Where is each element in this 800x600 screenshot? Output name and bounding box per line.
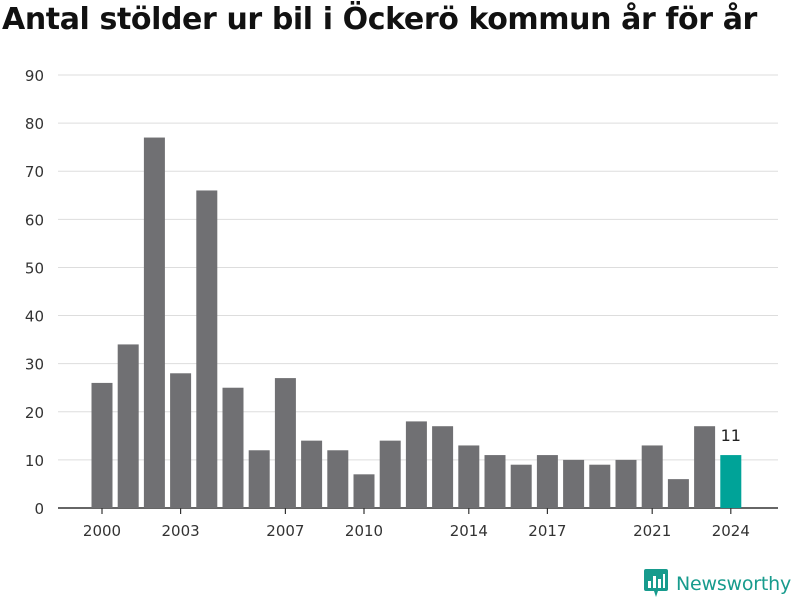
bar	[484, 455, 506, 508]
y-tick-label: 20	[25, 404, 44, 422]
bar	[301, 440, 323, 508]
bar	[353, 474, 375, 508]
bar	[615, 459, 637, 508]
x-tick-label: 2017	[528, 522, 566, 540]
bar	[458, 445, 480, 508]
bar	[563, 459, 585, 508]
bar	[196, 190, 218, 508]
bar-value-label: 11	[721, 426, 741, 445]
x-tick-label: 2003	[162, 522, 200, 540]
y-tick-label: 90	[25, 67, 44, 85]
bar	[327, 450, 349, 508]
bar	[91, 382, 113, 508]
y-tick-label: 70	[25, 163, 44, 181]
bar-highlight	[720, 455, 742, 508]
x-tick-label: 2010	[345, 522, 383, 540]
y-tick-label: 10	[25, 452, 44, 470]
bar	[589, 464, 611, 508]
bar	[694, 426, 716, 508]
bar	[432, 426, 454, 508]
y-tick-label: 40	[25, 308, 44, 326]
x-tick-label: 2021	[633, 522, 671, 540]
bar	[536, 455, 558, 508]
chart-title: Antal stölder ur bil i Öckerö kommun år …	[2, 2, 757, 37]
y-tick-label: 80	[25, 115, 44, 133]
x-tick-label: 2014	[450, 522, 488, 540]
y-tick-label: 0	[34, 500, 44, 518]
x-tick-label: 2007	[266, 522, 304, 540]
x-tick-label: 2024	[712, 522, 750, 540]
bar	[222, 387, 244, 508]
y-tick-label: 50	[25, 259, 44, 277]
y-tick-label: 30	[25, 356, 44, 374]
bar	[143, 137, 165, 509]
x-tick-label: 2000	[83, 522, 121, 540]
y-tick-label: 60	[25, 211, 44, 229]
bar	[274, 378, 296, 508]
bar	[379, 440, 401, 508]
brand-name: Newsworthy	[676, 573, 792, 595]
bar	[248, 450, 270, 508]
bar	[405, 421, 427, 508]
axis-labels: 0 10 20 30 40 50 60 70 80 90 11 2000 2003 2007 2010 201…	[25, 67, 750, 540]
bar	[667, 479, 689, 508]
bar	[117, 344, 139, 508]
bar	[510, 464, 532, 508]
newsworthy-logo-icon	[644, 569, 668, 597]
bar	[641, 445, 663, 508]
bars	[91, 137, 742, 509]
bar	[170, 373, 192, 508]
brand-logo[interactable]: Newsworthy	[644, 569, 791, 599]
